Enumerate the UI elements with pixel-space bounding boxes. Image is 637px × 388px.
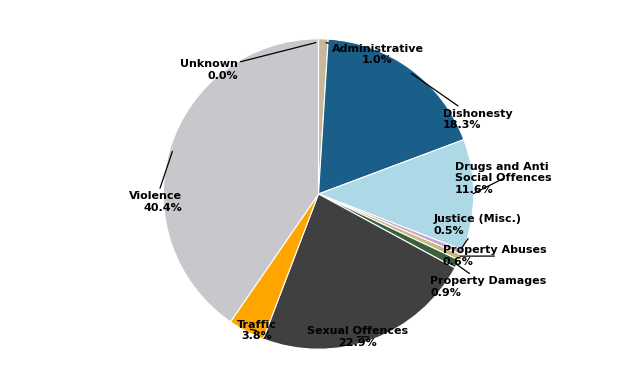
Text: Traffic
3.8%: Traffic 3.8% xyxy=(236,320,276,341)
Text: Property Abuses
0.6%: Property Abuses 0.6% xyxy=(443,245,547,267)
Wedge shape xyxy=(318,194,463,255)
Wedge shape xyxy=(318,39,328,194)
Wedge shape xyxy=(318,194,461,260)
Wedge shape xyxy=(263,194,455,349)
Text: Property Damages
0.9%: Property Damages 0.9% xyxy=(430,264,547,298)
Text: Drugs and Anti
Social Offences
11.6%: Drugs and Anti Social Offences 11.6% xyxy=(455,162,552,195)
Text: Justice (Misc.)
0.5%: Justice (Misc.) 0.5% xyxy=(433,214,521,249)
Text: Administrative
1.0%: Administrative 1.0% xyxy=(326,43,424,65)
Text: Sexual Offences
22.9%: Sexual Offences 22.9% xyxy=(307,326,408,348)
Wedge shape xyxy=(318,140,474,250)
Wedge shape xyxy=(163,39,318,322)
Text: Dishonesty
18.3%: Dishonesty 18.3% xyxy=(412,73,512,130)
Text: Violence
40.4%: Violence 40.4% xyxy=(129,151,182,213)
Wedge shape xyxy=(231,194,318,339)
Wedge shape xyxy=(318,39,464,194)
Wedge shape xyxy=(318,194,459,268)
Text: Unknown
0.0%: Unknown 0.0% xyxy=(180,43,316,81)
